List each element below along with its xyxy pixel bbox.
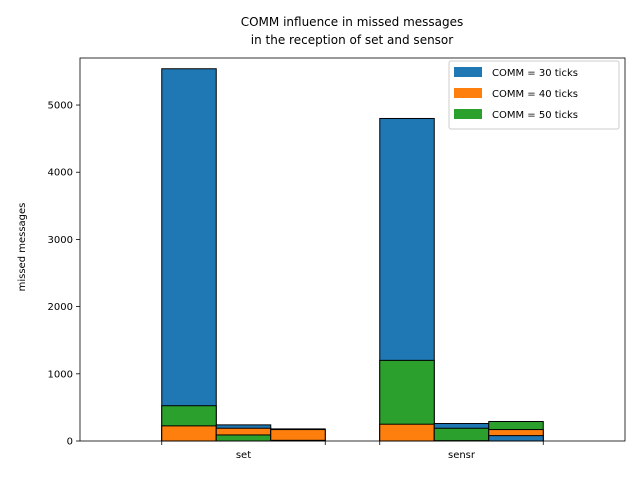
legend-swatch-0 <box>454 67 482 77</box>
chart-title-line-2: in the reception of set and sensor <box>251 33 453 47</box>
legend: COMM = 30 ticks COMM = 40 ticks COMM = 50 … <box>448 60 620 130</box>
bar-sensr-2-seg-1 <box>433 427 490 442</box>
bar-sensr-1-seg-2 <box>379 423 435 442</box>
y-axis: 0 1000 2000 3000 4000 5000 <box>48 101 80 448</box>
bar-set-3-seg-1 <box>270 429 326 442</box>
chart-title-line-1: COMM influence in missed messages <box>241 15 464 29</box>
legend-label-2: COMM = 50 ticks <box>492 110 578 121</box>
bars-group <box>161 68 544 442</box>
y-tick-label-0: 0 <box>67 437 73 448</box>
legend-swatch-2 <box>454 109 482 119</box>
x-axis: set sensr <box>161 441 544 461</box>
x-tick-label-sensr: sensr <box>448 450 476 461</box>
bar-set-1-seg-0 <box>161 68 217 442</box>
y-tick-label-5: 5000 <box>48 101 73 112</box>
y-tick-label-1: 1000 <box>48 369 73 380</box>
legend-label-0: COMM = 30 ticks <box>492 68 578 79</box>
x-tick-label-set: set <box>236 450 251 461</box>
legend-frame <box>448 60 620 130</box>
y-tick-label-2: 2000 <box>48 302 73 313</box>
y-tick-label-4: 4000 <box>48 168 73 179</box>
legend-swatch-1 <box>454 88 482 98</box>
bar-set-2-seg-2 <box>215 434 272 442</box>
plot-frame <box>79 57 626 442</box>
bar-sensr-3-seg-2 <box>488 435 544 442</box>
y-axis-label: missed messages <box>17 203 28 292</box>
bar-set-1-seg-2 <box>161 425 217 442</box>
y-tick-label-3: 3000 <box>48 235 73 246</box>
legend-label-1: COMM = 40 ticks <box>492 89 578 100</box>
